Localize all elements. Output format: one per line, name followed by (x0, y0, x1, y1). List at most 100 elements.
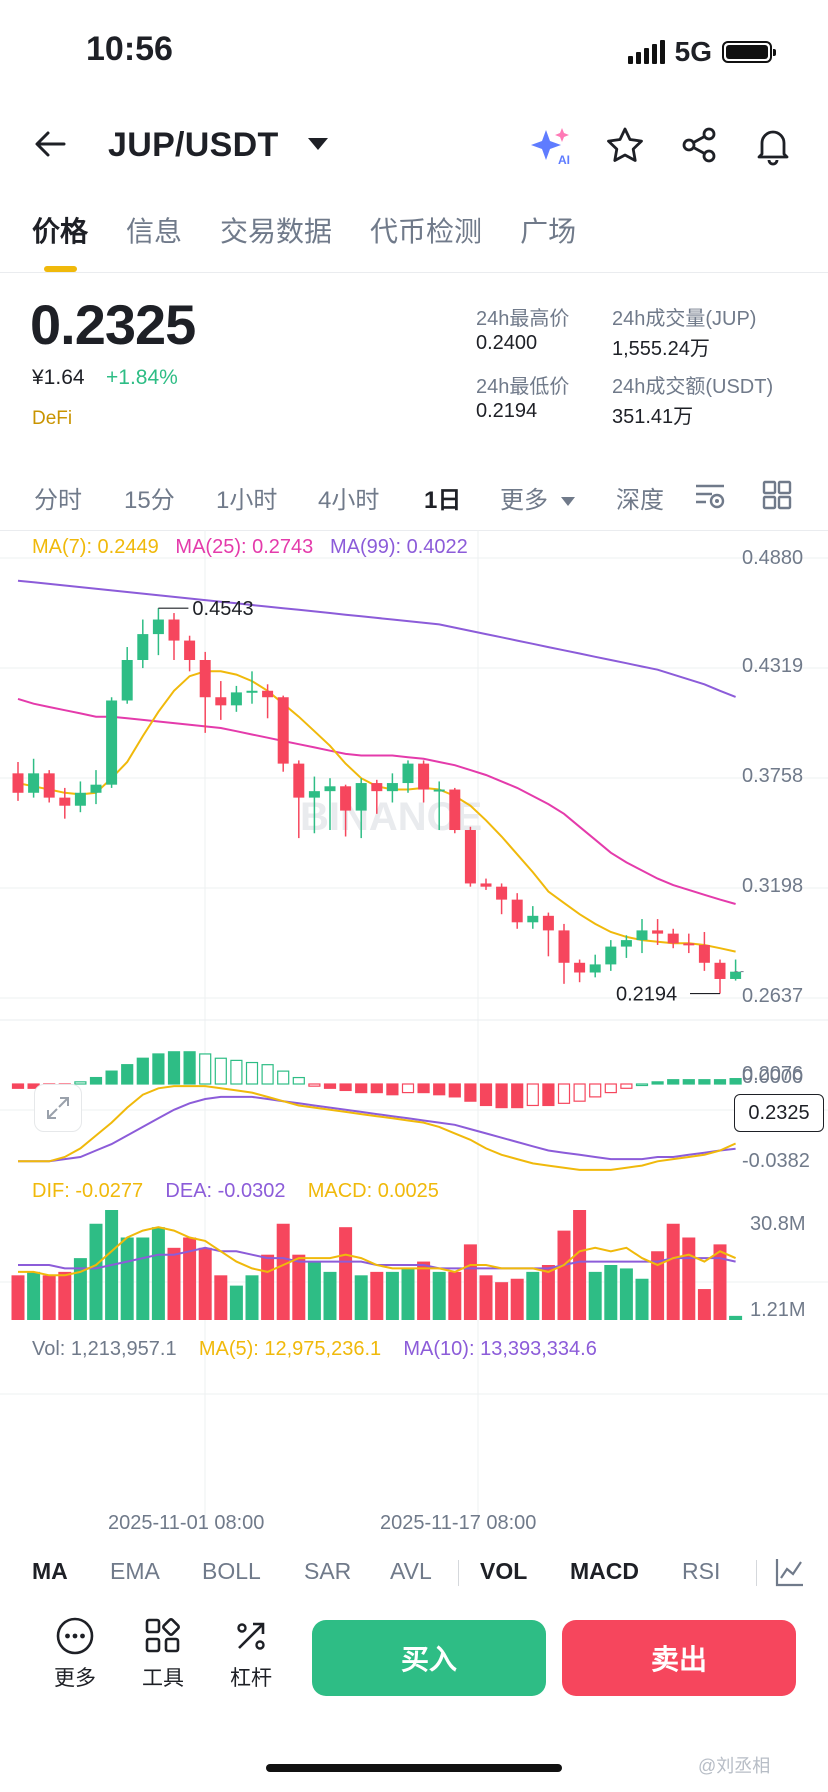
volume-label: 24h成交量(JUP) (612, 308, 757, 330)
macd-histogram-bar (11, 1083, 25, 1089)
ma7-legend: MA(7): 0.2449 (32, 536, 159, 558)
macd-histogram-bar (526, 1083, 539, 1107)
indicator-divider (756, 1560, 757, 1586)
back-arrow-icon[interactable] (30, 124, 70, 169)
volume-bar (58, 1271, 72, 1320)
bell-icon[interactable] (752, 124, 794, 171)
candle-body (74, 792, 86, 806)
macd-histogram-bar (292, 1076, 305, 1085)
tab-trading-data[interactable]: 交易数据 (220, 216, 333, 247)
volume-bar (11, 1275, 25, 1320)
candle-body (449, 789, 461, 831)
macd-histogram-bar (74, 1081, 87, 1085)
indicator-boll[interactable]: BOLL (202, 1558, 261, 1584)
indicator-ma[interactable]: MA (32, 1558, 68, 1584)
tools-tool[interactable]: 工具 (128, 1616, 198, 1692)
watermark-text: @刘丞相 (698, 1756, 771, 1776)
divider (0, 272, 828, 273)
macd-histogram-bar (464, 1083, 477, 1102)
layout-grid-icon[interactable] (762, 480, 792, 517)
macd-histogram-bar (635, 1083, 649, 1087)
more-tool[interactable]: 更多 (40, 1616, 110, 1692)
price-axis-label: 0.2637 (742, 985, 803, 1007)
indicator-avl[interactable]: AVL (390, 1558, 432, 1584)
volume-bar (666, 1223, 680, 1320)
indicator-vol[interactable]: VOL (480, 1558, 528, 1584)
high-label: 24h最高价 (476, 308, 570, 330)
favorite-star-icon[interactable] (604, 124, 646, 171)
date-label-2: 2025-11-17 08:00 (380, 1512, 537, 1534)
volume-bar (339, 1227, 353, 1320)
chart-settings-icon[interactable] (694, 482, 726, 517)
volume-bar (120, 1237, 134, 1320)
tab-price[interactable]: 价格 (32, 216, 89, 247)
status-icons: 5G (627, 36, 776, 68)
pair-title[interactable]: JUP/USDT (108, 126, 279, 164)
status-time: 10:56 (86, 30, 173, 68)
volume-bar (495, 1282, 509, 1320)
pair-dropdown-icon[interactable] (308, 138, 328, 150)
volume-bar (27, 1271, 41, 1320)
tab-bar: 价格 信息 交易数据 代币检测 广场 (32, 210, 576, 250)
candle-body (636, 930, 648, 941)
dea-line (18, 1095, 736, 1163)
svg-text:AI: AI (558, 153, 570, 167)
more-dots-icon (56, 1617, 94, 1655)
interval-1h[interactable]: 1小时 (216, 487, 278, 514)
indicator-rsi[interactable]: RSI (682, 1558, 721, 1584)
ma25-legend: MA(25): 0.2743 (175, 536, 314, 558)
volume-bar (573, 1210, 587, 1320)
interval-more[interactable]: 更多 (500, 480, 575, 515)
macd-histogram-bar (604, 1083, 617, 1094)
volume-bar (417, 1261, 431, 1320)
volume-bar (214, 1275, 228, 1320)
volume-bar (229, 1285, 243, 1320)
sell-button[interactable]: 卖出 (562, 1620, 796, 1696)
candle-body (230, 692, 242, 706)
last-price: 0.2325 (30, 293, 196, 356)
volume-bar (323, 1271, 337, 1320)
macd-histogram-bar (230, 1059, 243, 1085)
volume-bar (729, 1315, 743, 1320)
macd-histogram-bar (713, 1079, 727, 1085)
tab-token-check[interactable]: 代币检测 (370, 216, 483, 247)
macd-histogram-bar (277, 1070, 290, 1085)
interval-15m[interactable]: 15分 (124, 487, 175, 514)
indicator-bar: MA EMA BOLL SAR AVL VOL MACD RSI (0, 1548, 828, 1594)
indicator-sar[interactable]: SAR (304, 1558, 352, 1584)
share-icon[interactable] (678, 124, 720, 171)
interval-4h[interactable]: 4小时 (318, 487, 380, 514)
interval-timeline[interactable]: 分时 (34, 487, 82, 514)
macd-legend: DIF: -0.0277 DEA: -0.0302 MACD: 0.0025 (32, 1180, 439, 1203)
indicator-settings-icon[interactable] (774, 1556, 806, 1594)
volume-bar (448, 1271, 462, 1320)
macd-histogram-bar (573, 1083, 586, 1102)
category-tag[interactable]: DeFi (32, 408, 73, 429)
volume-axis-label: 30.8M (750, 1213, 806, 1235)
volume-bar (588, 1271, 602, 1320)
candle-body (496, 886, 508, 900)
candle-body (43, 773, 55, 798)
candle-body (589, 964, 601, 973)
indicator-ema[interactable]: EMA (110, 1558, 160, 1584)
candle-body (308, 791, 320, 798)
volume-bar (541, 1265, 555, 1320)
high-marker-label: 0.4543 (192, 598, 253, 620)
volume-bar (557, 1230, 571, 1320)
volume-bar (370, 1271, 384, 1320)
tab-square[interactable]: 广场 (520, 216, 577, 247)
ai-sparkle-icon[interactable]: AI (528, 124, 572, 173)
indicator-macd[interactable]: MACD (570, 1558, 639, 1584)
volume-bar (697, 1289, 711, 1320)
interval-1d[interactable]: 1日 (424, 487, 462, 514)
interval-depth[interactable]: 深度 (616, 487, 664, 514)
ma99-legend: MA(99): 0.4022 (329, 536, 468, 558)
candle-body (277, 697, 289, 764)
leverage-tool[interactable]: 杠杆 (216, 1616, 286, 1692)
fullscreen-expand-icon[interactable] (34, 1084, 82, 1132)
buy-button[interactable]: 买入 (312, 1620, 546, 1696)
tab-info[interactable]: 信息 (126, 216, 183, 247)
candle-body (730, 971, 742, 979)
macd-histogram-bar (557, 1083, 571, 1104)
